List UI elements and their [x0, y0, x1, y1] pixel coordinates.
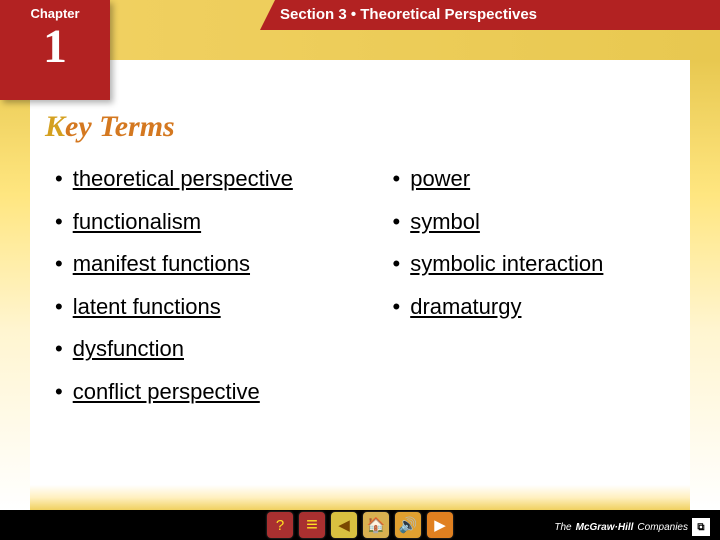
- home-icon[interactable]: 🏠: [363, 512, 389, 538]
- bullet-icon: •: [55, 165, 63, 194]
- logo-mark-icon: ⧉: [692, 518, 710, 536]
- term-item: • symbolic interaction: [393, 250, 681, 279]
- term-link[interactable]: latent functions: [73, 293, 221, 322]
- bullet-icon: •: [393, 208, 401, 237]
- company-prefix: The: [554, 522, 571, 533]
- title-first-letter: K: [45, 110, 65, 143]
- audio-icon[interactable]: 🔊: [395, 512, 421, 538]
- term-item: • theoretical perspective: [55, 165, 343, 194]
- chapter-badge: Chapter 1: [0, 0, 110, 100]
- footer-bar: ? ≡ ◀ 🏠 🔊 ▶ The McGraw·Hill Companies ⧉: [0, 510, 720, 540]
- term-link[interactable]: dysfunction: [73, 335, 184, 364]
- term-link[interactable]: functionalism: [73, 208, 201, 237]
- contents-icon[interactable]: ≡: [299, 512, 325, 538]
- term-link[interactable]: symbol: [410, 208, 480, 237]
- company-suffix: Companies: [637, 522, 688, 533]
- bullet-icon: •: [55, 208, 63, 237]
- term-link[interactable]: dramaturgy: [410, 293, 521, 322]
- border-right: [690, 60, 720, 510]
- term-item: • dramaturgy: [393, 293, 681, 322]
- bullet-icon: •: [393, 250, 401, 279]
- term-item: • functionalism: [55, 208, 343, 237]
- help-icon[interactable]: ?: [267, 512, 293, 538]
- bullet-icon: •: [55, 293, 63, 322]
- term-link[interactable]: conflict perspective: [73, 378, 260, 407]
- content-area: •theoretical perspective •functionalism …: [55, 165, 680, 421]
- bullet-icon: •: [393, 293, 401, 322]
- chapter-label: Chapter: [0, 6, 110, 21]
- title-rest: ey Terms: [65, 110, 175, 143]
- back-icon[interactable]: ◀: [331, 512, 357, 538]
- terms-column-right: • power • symbol • symbolic interaction • dr…: [393, 165, 681, 421]
- company-logo: The McGraw·Hill Companies ⧉: [554, 518, 710, 536]
- term-link[interactable]: symbolic interaction: [410, 250, 603, 279]
- next-icon[interactable]: ▶: [427, 512, 453, 538]
- term-item: • power: [393, 165, 681, 194]
- page-title: Key Terms: [45, 110, 175, 144]
- bullet-icon: •: [393, 165, 401, 194]
- nav-icons: ? ≡ ◀ 🏠 🔊 ▶: [267, 512, 453, 538]
- border-left: [0, 60, 30, 510]
- border-bottom: [0, 485, 720, 510]
- term-link[interactable]: theoretical perspective: [73, 165, 293, 194]
- term-item: • symbol: [393, 208, 681, 237]
- header-bar: Chapter 1 Section 3 • Theoretical Perspe…: [0, 0, 720, 60]
- bullet-icon: •: [55, 250, 63, 279]
- term-link[interactable]: power: [410, 165, 470, 194]
- chapter-number: 1: [0, 23, 110, 71]
- terms-column-left: •theoretical perspective •functionalism …: [55, 165, 343, 421]
- section-banner: Section 3 • Theoretical Perspectives: [260, 0, 720, 30]
- term-link[interactable]: manifest functions: [73, 250, 250, 279]
- term-item: • latent functions: [55, 293, 343, 322]
- company-name: McGraw·Hill: [576, 522, 634, 533]
- term-item: • dysfunction: [55, 335, 343, 364]
- term-item: • manifest functions: [55, 250, 343, 279]
- bullet-icon: •: [55, 335, 63, 364]
- bullet-icon: •: [55, 378, 63, 407]
- term-item: • conflict perspective: [55, 378, 343, 407]
